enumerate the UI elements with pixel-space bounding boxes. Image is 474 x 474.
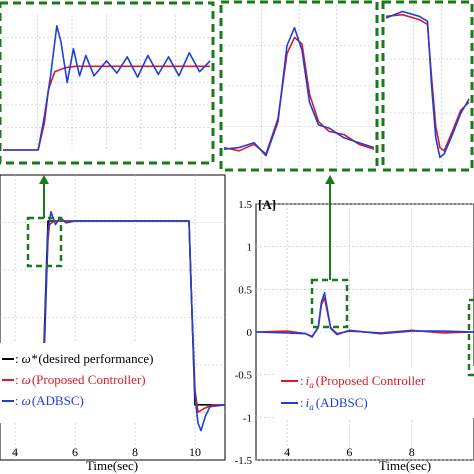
current-zoom-arrowhead [325,175,335,184]
current-zoom-source-box-2 [467,298,474,377]
right-legend: : ia (Proposed Controller : ia (ADBSC) [276,366,474,418]
right-series [255,291,474,338]
zoom-current-fall-adbsc-line [385,10,470,159]
right-y-tick-label: -0.5 [235,370,253,382]
zoom-speed-adbsc-line [3,25,211,151]
right-y-tick-labels: -1.5 -1 -0.5 0 0.5 1 1.5 [235,199,253,467]
speed-zoom-grid [3,15,210,150]
right-x-tick-labels: 4 6 8 [284,445,415,459]
speed-zoom-series [3,25,211,151]
left-panel: 4 6 8 10 Time(sec) [0,174,226,473]
left-x-tick-label: 8 [132,445,138,459]
right-current-adbsc-line [255,291,474,338]
left-x-tick-label: 6 [72,445,78,459]
speed-zoom-inset [0,1,215,165]
left-legend-entry: : ω(ADBSC) [15,393,84,408]
right-y-tick-label: -1 [243,412,252,424]
right-legend-bg [276,366,474,418]
right-legend-entry: : ia (Proposed Controller [300,373,426,390]
right-xlabel: Time(sec) [379,458,431,473]
right-y-tick-label: 1 [247,242,253,254]
current-rise-zoom-inset [219,0,379,172]
speed-zoom-highlight [26,175,63,268]
left-x-tick-labels: 4 6 8 10 [12,445,201,459]
right-panel: -1.5 -1 -0.5 0 0.5 1 1.5 4 6 8 [A] Time(sec) [235,197,474,473]
left-legend-entry: : ω*(desired performance) [15,351,153,366]
speed-zoom-arrowhead [39,175,49,184]
current-zoom-source-box [310,278,349,329]
left-legend: : ω*(desired performance) : ω(Proposed Cont… [0,343,190,423]
left-x-tick-label: 4 [12,445,18,459]
right-y-tick-label: 1.5 [238,199,252,211]
current-rise-zoom-grid [224,5,374,167]
right-y-tick-label: 0 [247,327,253,339]
right-x-tick-label: 4 [284,445,290,459]
zoom-current-fall-proposed-line [385,13,470,152]
current-rise-zoom-series [223,26,375,157]
left-xlabel: Time(sec) [86,458,138,473]
right-y-tick-label: 0.5 [238,284,252,296]
left-legend-entry: : ω(Proposed Controller) [15,372,146,387]
right-x-tick-label: 6 [346,445,352,459]
left-legend-bg [0,343,190,423]
current-fall-zoom-inset [381,0,474,172]
right-ylabel: [A] [258,197,276,212]
right-x-tick-label: 8 [409,445,415,459]
left-x-tick-label: 10 [189,445,201,459]
current-fall-zoom-series [385,10,470,159]
left-speed-adbsc-line [0,211,226,432]
zoom-current-rise-adbsc-line [223,26,375,157]
right-legend-entry: : ia (ADBSC) [300,395,368,412]
current-fall-zoom-grid [386,5,469,167]
current-zoom-highlight [310,175,474,377]
right-y-tick-label: -1.5 [235,455,253,467]
